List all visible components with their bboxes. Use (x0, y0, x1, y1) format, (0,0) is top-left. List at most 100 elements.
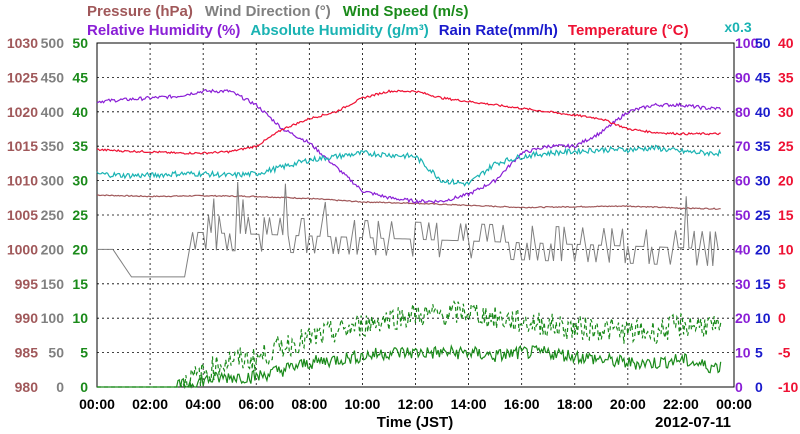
tick-label-wind_speed: 15 (72, 276, 88, 292)
legend-entry: Rain Rate(mm/h) (439, 22, 558, 39)
tick-label-pressure: 980 (15, 379, 39, 395)
tick-label-temperature: -5 (778, 345, 791, 361)
tick-label-rain_rate: 40 (755, 104, 771, 120)
series-line-wind-speed-m-s-gust (97, 300, 722, 390)
series-line-relative-humidity (96, 88, 722, 204)
tick-label-wind_speed: 20 (72, 241, 88, 257)
abs-humidity-scale-note: x0.3 (724, 19, 751, 35)
tick-label-temperature: 35 (778, 69, 794, 85)
x-tick-label: 00:00 (79, 396, 115, 412)
tick-label-rain_rate: 15 (755, 276, 771, 292)
tick-label-rain_rate: 10 (755, 310, 771, 326)
x-axis-label: Time (JST) (377, 414, 453, 431)
tick-label-wind_speed: 10 (72, 310, 88, 326)
series-group (96, 88, 722, 390)
tick-label-temperature: 0 (778, 310, 786, 326)
tick-label-wind_speed: 35 (72, 138, 88, 154)
series-line-pressure-hpa (96, 194, 721, 210)
tick-label-wind_direction: 400 (41, 104, 65, 120)
tick-label-rain_rate: 35 (755, 138, 771, 154)
tick-label-pressure: 995 (15, 276, 39, 292)
tick-label-wind_speed: 25 (72, 207, 88, 223)
x-tick-label: 08:00 (291, 396, 327, 412)
tick-label-humidity: 30 (735, 276, 751, 292)
tick-label-wind_direction: 300 (41, 173, 65, 189)
tick-label-temperature: 5 (778, 276, 786, 292)
x-tick-label: 04:00 (185, 396, 221, 412)
legend-entry: Absolute Humidity (g/m³) (250, 22, 428, 39)
tick-label-rain_rate: 30 (755, 173, 771, 189)
tick-label-pressure: 1000 (7, 241, 38, 257)
tick-label-wind_direction: 150 (41, 276, 65, 292)
axes: 1030102510201015101010051000995990985980… (7, 35, 799, 412)
tick-label-temperature: 20 (778, 173, 794, 189)
tick-label-rain_rate: 5 (755, 345, 763, 361)
tick-label-wind_direction: 50 (48, 345, 64, 361)
x-tick-label: 20:00 (610, 396, 646, 412)
tick-label-wind_speed: 40 (72, 104, 88, 120)
plot-frame (96, 42, 735, 388)
x-tick-label: 14:00 (451, 396, 487, 412)
tick-label-wind_direction: 350 (41, 138, 65, 154)
tick-label-wind_direction: 450 (41, 69, 65, 85)
tick-label-humidity: 70 (735, 138, 751, 154)
tick-label-pressure: 1020 (7, 104, 38, 120)
x-tick-label: 06:00 (238, 396, 274, 412)
series-line-temperature-c (97, 89, 721, 155)
tick-label-pressure: 1015 (7, 138, 38, 154)
tick-label-wind_direction: 200 (41, 241, 65, 257)
tick-label-wind_speed: 30 (72, 173, 88, 189)
legend-entry: Temperature (°C) (568, 22, 689, 39)
tick-label-humidity: 60 (735, 173, 751, 189)
tick-label-rain_rate: 20 (755, 241, 771, 257)
tick-label-wind_direction: 0 (56, 379, 64, 395)
tick-label-rain_rate: 25 (755, 207, 771, 223)
x-tick-label: 12:00 (398, 396, 434, 412)
legend-entry: Relative Humidity (%) (87, 22, 240, 39)
tick-label-pressure: 1005 (7, 207, 38, 223)
date-label: 2012-07-11 (655, 414, 731, 431)
x-tick-label: 18:00 (557, 396, 593, 412)
legend-entry: Wind Direction (°) (205, 3, 331, 20)
legend: Pressure (hPa) Wind Direction (°) Wind Spe… (87, 3, 689, 39)
tick-label-wind_direction: 100 (41, 310, 65, 326)
x-tick-label: 22:00 (663, 396, 699, 412)
series-line-wind-speed-m-s-mean (97, 344, 722, 389)
tick-label-pressure: 1030 (7, 35, 38, 51)
tick-label-wind_speed: 45 (72, 69, 88, 85)
tick-label-humidity: 90 (735, 69, 751, 85)
tick-label-humidity: 100 (735, 35, 759, 51)
tick-label-humidity: 20 (735, 310, 751, 326)
series-line-absolute-humidity-g-m (96, 144, 722, 187)
tick-label-pressure: 1010 (7, 173, 38, 189)
tick-label-wind_direction: 250 (41, 207, 65, 223)
tick-label-wind_direction: 500 (41, 35, 65, 51)
tick-label-temperature: 10 (778, 241, 794, 257)
tick-label-pressure: 985 (15, 345, 39, 361)
legend-entry: Pressure (hPa) (87, 3, 193, 20)
legend-entry: Wind Speed (m/s) (343, 3, 469, 20)
tick-label-wind_speed: 0 (80, 379, 88, 395)
tick-label-wind_speed: 5 (80, 345, 88, 361)
series-line-wind-direction (97, 181, 719, 278)
x-tick-label: 10:00 (345, 396, 381, 412)
tick-label-temperature: 25 (778, 138, 794, 154)
x-tick-label: 02:00 (132, 396, 168, 412)
tick-label-rain_rate: 50 (755, 35, 771, 51)
tick-label-rain_rate: 45 (755, 69, 771, 85)
tick-label-pressure: 1025 (7, 69, 38, 85)
tick-label-pressure: 990 (15, 310, 39, 326)
x-tick-label: 00:00 (716, 396, 752, 412)
tick-label-humidity: 0 (735, 379, 743, 395)
tick-label-humidity: 50 (735, 207, 751, 223)
tick-label-humidity: 40 (735, 241, 751, 257)
tick-label-temperature: 30 (778, 104, 794, 120)
tick-label-temperature: 15 (778, 207, 794, 223)
tick-label-temperature: 40 (778, 35, 794, 51)
tick-label-wind_speed: 50 (72, 35, 88, 51)
tick-label-humidity: 10 (735, 345, 751, 361)
tick-label-temperature: -10 (778, 379, 798, 395)
x-tick-label: 16:00 (504, 396, 540, 412)
tick-label-humidity: 80 (735, 104, 751, 120)
